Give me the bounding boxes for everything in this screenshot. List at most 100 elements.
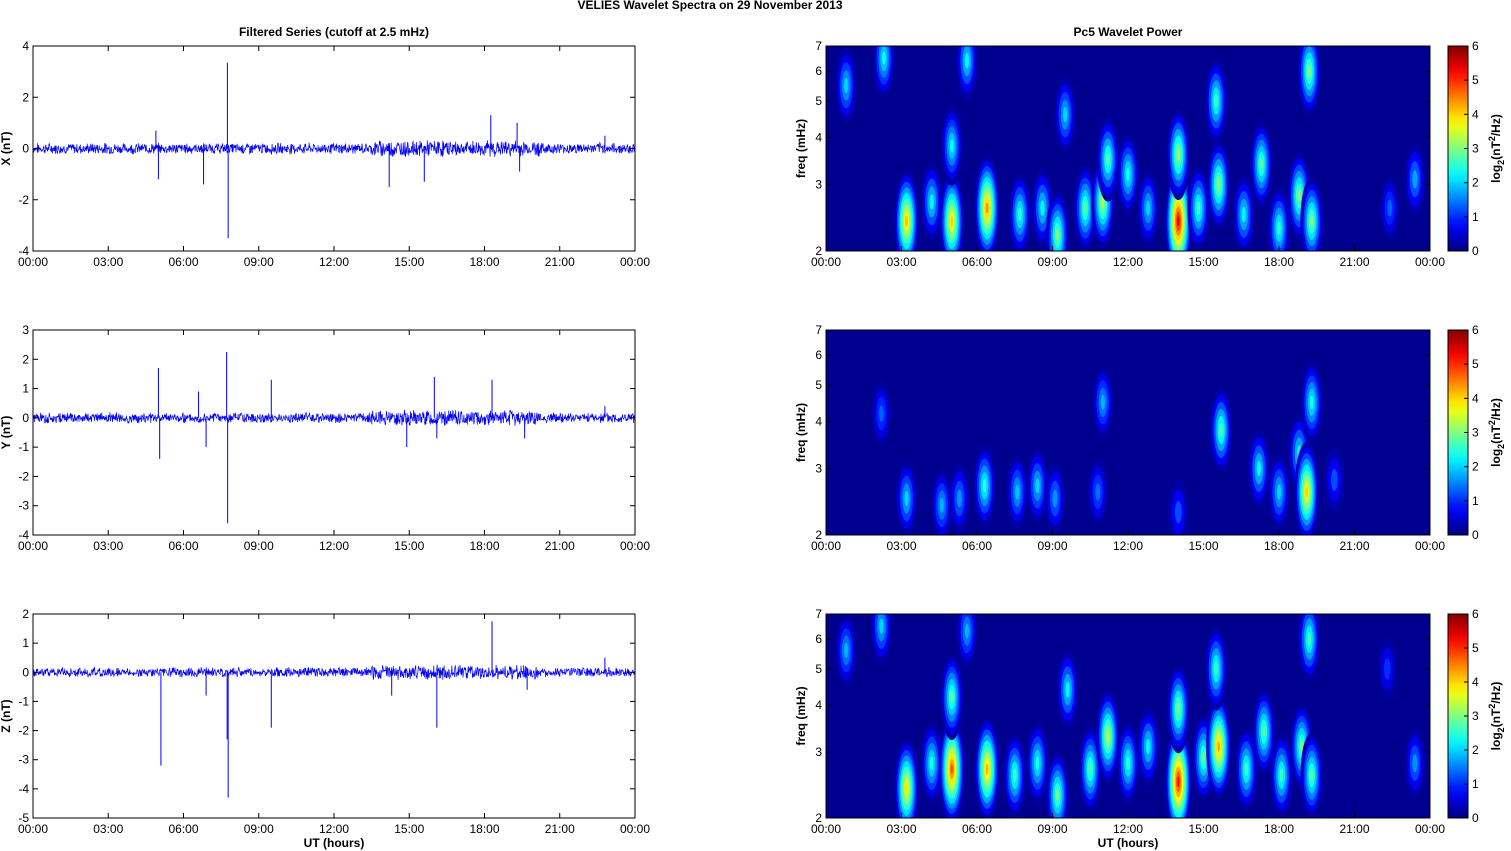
y-tick-label: 1 [22,382,29,396]
colorbar-tick-label: 3 [1472,709,1479,723]
power-blob [974,155,1000,251]
power-blob [835,47,857,124]
x-tick-label: 06:00 [168,822,198,836]
power-blob [1250,121,1273,207]
blob-level [1035,756,1040,770]
blob-level [1177,216,1180,227]
y-tick-label: 5 [815,94,822,108]
power-blob [920,722,943,804]
y-tick-label: 7 [815,607,822,621]
blob-level [904,490,909,507]
power-blob [1166,109,1190,201]
blob-level [1100,394,1105,410]
blob-level [1383,658,1391,680]
blob-level [1217,178,1221,192]
y-tick-label: 7 [815,39,822,53]
blob-level [1126,167,1130,181]
colorbar-tick-label: 3 [1472,142,1479,156]
y-tick-label: 2 [22,607,29,621]
x-tick-label: 15:00 [1188,822,1218,836]
power-blob [1187,166,1210,250]
plot-area [32,613,636,819]
blob-level [1065,681,1070,698]
blob-level [985,202,989,214]
blob-level [985,763,989,775]
power-blob [1252,688,1276,775]
colorbar-label: log2(nT2/Hz) [1487,398,1506,467]
y-tick-label: 2 [815,528,822,542]
x-tick-label: 06:00 [168,539,198,553]
blob-level [1177,776,1180,787]
blob-level [1017,207,1022,222]
y-tick-label: -5 [18,811,29,825]
colorbar-tick-label: 0 [1472,528,1479,542]
timeseries-panel-ts-x: -4 -2 0 2 4 00:00 03:00 06:00 09:00 12:00 15:00 18:… [0,25,650,269]
x-tick-label: 21:00 [1339,539,1369,553]
timeseries-panel-ts-y: -4 -3 -2 -1 0 1 2 3 00:00 03:00 06:00 09:00 12:00 15:… [0,323,650,553]
power-blob [1377,636,1398,701]
y-tick-label: -2 [18,469,29,483]
blob-level [878,405,884,422]
blob-level [1309,395,1314,410]
panels: -4 -2 0 2 4 00:00 03:00 06:00 09:00 12:00 15:00 18:… [0,25,1506,850]
power-blob [1056,650,1079,729]
blob-level [950,764,954,775]
power-blob [1207,140,1231,230]
blob-level [1095,483,1101,501]
colorbar-tick-label: 5 [1472,357,1479,371]
y-tick-label: 2 [815,244,822,258]
blob-level [1035,478,1040,494]
power-blob [973,444,996,527]
y-tick-label: 5 [815,378,822,392]
blob-level [1259,158,1263,171]
y-tick-label: 1 [22,636,29,650]
x-tick-label: 03:00 [93,539,123,553]
power-blob [1026,722,1049,804]
blob-level [1101,196,1105,208]
x-tick-label: 06:00 [962,255,992,269]
colorbar-label: log2(nT2/Hz) [1487,114,1506,183]
colorbar-tick-label: 3 [1472,426,1479,440]
blob-level [1062,107,1068,123]
blob-level [1106,730,1110,743]
y-tick-label: 3 [815,178,822,192]
y-tick-label: -1 [18,440,29,454]
x-tick-label: 18:00 [469,539,499,553]
power-blob [873,46,895,98]
y-tick-label: 3 [815,745,822,759]
blob-level [1083,201,1087,215]
power-blob [1300,177,1324,251]
power-blob [1290,703,1313,791]
power-blob [1044,462,1066,535]
blob-level [950,139,954,153]
x-tick-label: 00:00 [18,539,48,553]
x-tick-label: 18:00 [469,255,499,269]
spectrum-blobs [835,46,1426,251]
blob-level [929,194,934,210]
blob-level [1331,468,1338,492]
x-tick-label: 12:00 [319,822,349,836]
blob-level [1196,201,1201,215]
x-tick-label: 09:00 [244,255,274,269]
power-blob [1092,365,1114,440]
blob-level [1307,632,1311,647]
power-blob [1209,387,1233,473]
power-blob [1294,442,1319,535]
x-tick-label: 06:00 [962,822,992,836]
x-tick-label: 00:00 [620,539,650,553]
x-tick-label: 03:00 [886,539,916,553]
colorbar-tick-label: 6 [1472,607,1479,621]
blob-level [1176,702,1180,716]
power-blob [1074,165,1097,251]
colorbar-tick-label: 2 [1472,176,1479,190]
power-blob [1297,46,1321,116]
x-tick-label: 00:00 [620,255,650,269]
colorbar: 0 1 2 3 4 5 6 log2(nT2/Hz) [1447,323,1506,542]
blob-level [1241,206,1246,223]
blob-level [1276,484,1282,500]
x-tick-label: 00:00 [18,255,48,269]
blob-level [950,691,954,704]
power-blob [1204,59,1228,143]
power-blob [1096,117,1120,202]
